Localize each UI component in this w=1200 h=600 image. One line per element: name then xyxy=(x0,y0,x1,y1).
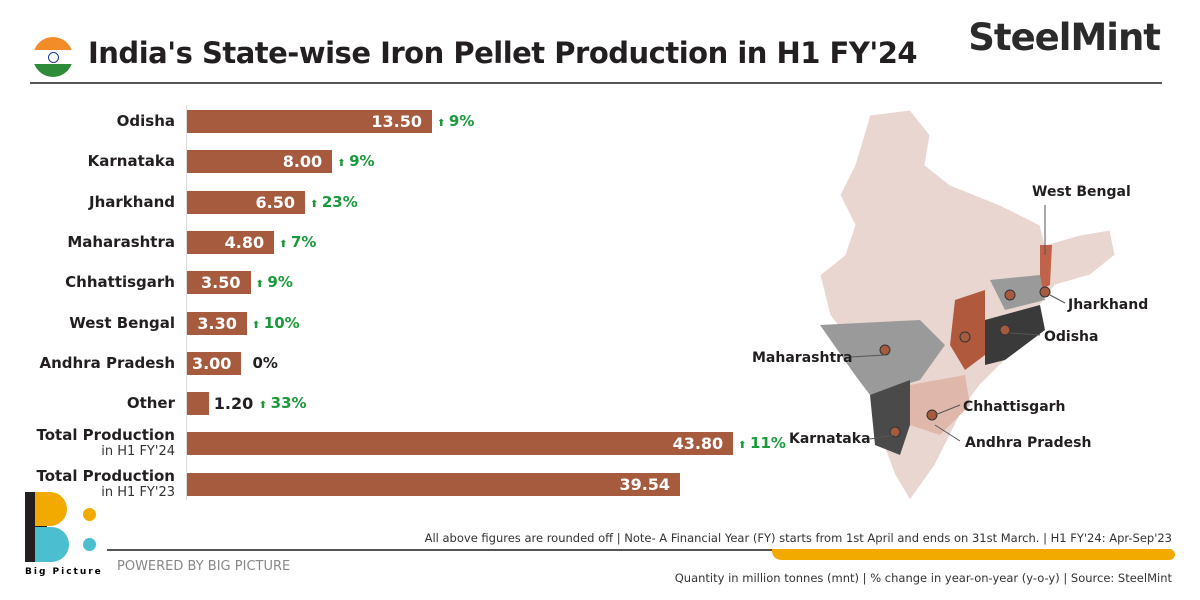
bar: 3.00 xyxy=(187,351,242,375)
map-label-chhattisgarh: Chhattisgarh xyxy=(963,399,1066,415)
bar: 4.80 xyxy=(187,230,275,254)
yoy-change: ⬆ 11% xyxy=(738,432,786,457)
category-label: Chhattisgarh xyxy=(65,273,175,292)
leader-lines xyxy=(849,205,1066,442)
map-label-jharkhand: Jharkhand xyxy=(1068,297,1149,313)
yoy-change-value: 10% xyxy=(263,313,300,332)
yoy-change-value: 11% xyxy=(750,434,786,453)
bar: 8.00 xyxy=(187,150,333,174)
bar: 13.50 xyxy=(187,110,433,133)
yoy-change-value: 9% xyxy=(448,112,475,130)
category-label: Other xyxy=(126,394,175,413)
yoy-change: ⬆ 23% xyxy=(310,191,358,216)
map-pin-icons xyxy=(879,286,1051,438)
andhra-pradesh-region xyxy=(910,375,970,435)
category-label: Odisha xyxy=(116,112,175,130)
powered-by: POWERED BY BIG PICTURE xyxy=(117,559,291,574)
yoy-change: ⬆ 9% xyxy=(437,110,474,135)
bar: 39.54 xyxy=(187,472,681,496)
footer-divider xyxy=(107,549,772,551)
y-axis-line xyxy=(186,105,187,500)
yoy-change: ⬆ 7% xyxy=(279,231,316,256)
yoy-change-value: 23% xyxy=(321,192,358,211)
bar xyxy=(187,392,209,416)
page-title: India's State-wise Iron Pellet Productio… xyxy=(88,36,918,70)
steelmint-logo: SteelMint xyxy=(968,16,1161,59)
arrow-up-icon: ⬆ xyxy=(255,279,268,291)
arrow-up-icon: ⬆ xyxy=(437,118,449,129)
india-flag-icon xyxy=(33,37,73,77)
category-label: Total Production xyxy=(36,426,175,445)
map-label-odisha: Odisha xyxy=(1044,329,1099,345)
category-label: Andhra Pradesh xyxy=(39,353,175,372)
arrow-up-icon: ⬆ xyxy=(309,198,322,210)
category-label: Total Production xyxy=(36,466,175,485)
yoy-change-value: 7% xyxy=(290,232,317,251)
karnataka-region xyxy=(870,380,910,455)
bar: 3.30 xyxy=(187,311,247,335)
india-map xyxy=(819,109,1116,501)
yoy-change: 0% xyxy=(252,352,277,375)
category-label: West Bengal xyxy=(69,313,175,332)
jharkhand-region xyxy=(990,275,1045,310)
bar: 43.80 xyxy=(187,432,734,456)
arrow-up-icon: ⬆ xyxy=(279,238,291,250)
category-label: Jharkhand xyxy=(89,192,175,211)
chhattisgarh-region xyxy=(950,290,985,370)
yoy-change: ⬆ 10% xyxy=(252,312,300,337)
yoy-change-value: 0% xyxy=(252,353,278,372)
bar-value-label: 1.20 xyxy=(213,394,254,414)
maharashtra-region xyxy=(820,320,945,395)
yoy-change: ⬆ 9% xyxy=(256,271,293,296)
category-sublabel: in H1 FY'23 xyxy=(101,484,175,500)
big-picture-logo-text: Big Picture xyxy=(25,567,103,577)
map-label-west-bengal: West Bengal xyxy=(1032,184,1131,200)
map-label-maharashtra: Maharashtra xyxy=(752,350,853,366)
bar: 6.50 xyxy=(187,190,305,214)
arrow-up-icon: ⬆ xyxy=(337,158,350,170)
map-label-andhra-pradesh: Andhra Pradesh xyxy=(965,435,1092,451)
yoy-change-value: 9% xyxy=(349,152,375,171)
arrow-up-icon: ⬆ xyxy=(251,319,264,331)
footer-accent-bar xyxy=(772,549,1175,560)
footer-source: Quantity in million tonnes (mnt) | % cha… xyxy=(674,571,1172,585)
category-label: Maharashtra xyxy=(67,232,175,251)
yoy-change-value: 9% xyxy=(267,273,293,292)
odisha-region xyxy=(985,305,1045,365)
bar: 3.50 xyxy=(187,271,251,295)
header-divider xyxy=(30,82,1162,84)
arrow-up-icon: ⬆ xyxy=(258,400,271,412)
map-label-karnataka: Karnataka xyxy=(789,431,871,447)
west-bengal-region xyxy=(1040,245,1052,290)
yoy-change-value: 33% xyxy=(270,394,307,413)
yoy-change: ⬆ 9% xyxy=(337,150,374,175)
arrow-up-icon: ⬆ xyxy=(738,440,751,452)
category-sublabel: in H1 FY'24 xyxy=(101,444,175,460)
yoy-change: ⬆ 33% xyxy=(259,392,307,417)
category-label: Karnataka xyxy=(87,152,175,171)
footer-note: All above figures are rounded off | Note… xyxy=(424,531,1172,545)
big-picture-logo xyxy=(25,492,96,562)
